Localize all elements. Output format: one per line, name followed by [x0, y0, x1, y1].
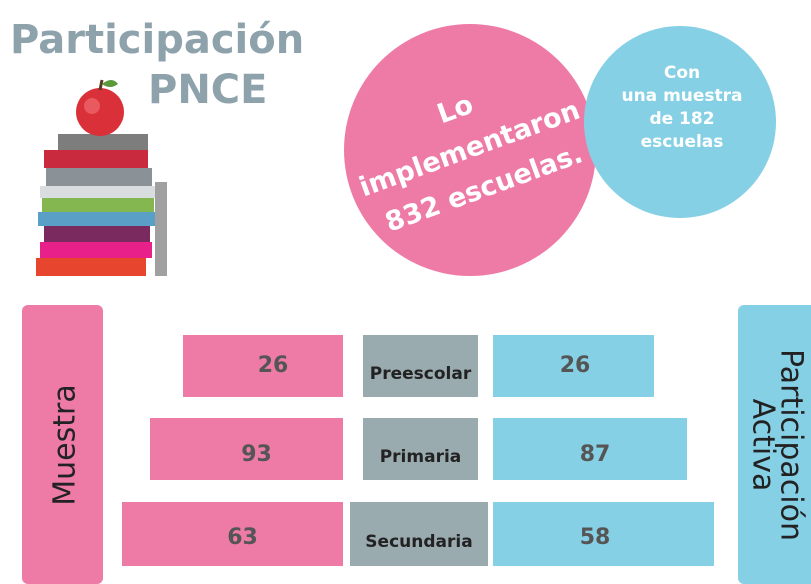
title: Participación	[10, 17, 304, 63]
blue-circle-line: de 182	[649, 109, 714, 129]
muestra-value: 63	[227, 525, 258, 550]
muestra-value: 26	[258, 353, 289, 378]
muestra-value: 93	[241, 442, 272, 467]
blue-circle-line: una muestra	[621, 86, 742, 106]
participacion-value: 87	[580, 442, 611, 467]
blue-circle-line: escuelas	[641, 132, 724, 152]
right-label-line: Activa	[746, 399, 781, 492]
participacion-value: 26	[560, 353, 591, 378]
level-label: Primaria	[380, 447, 462, 467]
participacion-value: 58	[580, 525, 611, 550]
level-label: Secundaria	[365, 532, 472, 552]
blue-circle-line: Con	[664, 63, 700, 83]
level-label: Preescolar	[370, 364, 472, 384]
infographic: Participación PNCE Loimplementaron832 es…	[0, 0, 811, 584]
left-label: Muestra	[48, 384, 83, 505]
subtitle: PNCE	[148, 67, 267, 113]
